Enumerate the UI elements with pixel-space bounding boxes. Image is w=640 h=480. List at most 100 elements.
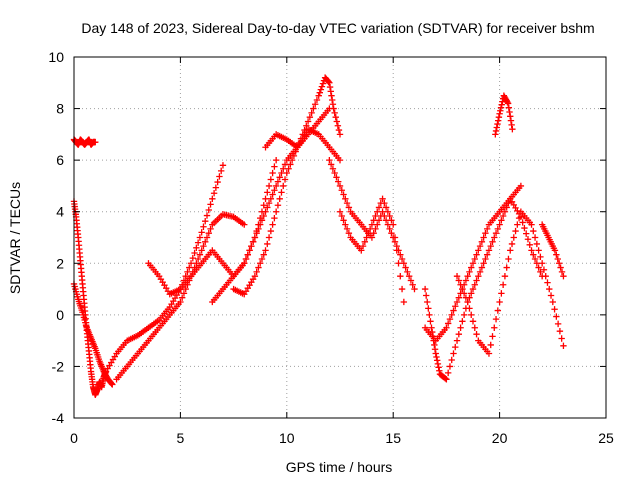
data-point	[407, 277, 415, 284]
data-point	[473, 251, 480, 258]
data-point	[251, 272, 259, 280]
data-point	[331, 169, 338, 177]
data-point	[431, 346, 439, 353]
data-point	[468, 290, 475, 297]
data-point	[485, 350, 493, 357]
data-point	[512, 227, 519, 235]
data-point	[205, 230, 212, 237]
axis-ticks	[73, 56, 607, 419]
data-point	[198, 229, 205, 236]
data-point	[507, 113, 514, 120]
data-point	[503, 264, 510, 271]
data-point	[460, 311, 468, 319]
data-point	[194, 239, 202, 246]
data-point	[494, 117, 502, 124]
data-point	[494, 307, 502, 314]
data-point	[333, 174, 340, 181]
data-point	[455, 330, 463, 338]
data-point	[281, 176, 289, 183]
data-point	[276, 195, 283, 203]
data-point	[431, 341, 438, 349]
data-point	[267, 195, 275, 203]
data-point	[395, 260, 402, 267]
data-point	[272, 182, 280, 190]
data-point	[288, 156, 296, 164]
data-point	[390, 221, 397, 228]
data-point	[317, 86, 325, 93]
data-point	[212, 184, 220, 191]
data-point	[342, 221, 349, 228]
data-point	[271, 214, 278, 222]
data-point	[494, 225, 502, 233]
data-point	[400, 298, 408, 306]
x-tick-label: 10	[279, 430, 295, 446]
data-point	[507, 247, 514, 254]
x-tick-label: 20	[492, 430, 508, 446]
data-point	[460, 290, 468, 297]
data-point	[508, 240, 516, 248]
data-point	[459, 318, 466, 325]
data-point	[542, 272, 549, 280]
data-point	[255, 264, 262, 271]
data-point	[331, 109, 338, 117]
data-point	[255, 225, 262, 233]
data-point	[492, 230, 500, 237]
data-point	[482, 230, 489, 237]
data-point	[191, 249, 198, 257]
x-axis-label: GPS time / hours	[286, 459, 393, 475]
data-point	[521, 224, 528, 232]
data-point	[336, 156, 344, 164]
data-point	[308, 109, 315, 117]
data-point	[537, 268, 544, 276]
data-point	[457, 281, 464, 288]
data-point	[556, 327, 564, 335]
data-point	[375, 204, 383, 211]
data-point	[336, 182, 344, 190]
data-point	[338, 212, 345, 220]
data-point	[370, 217, 377, 224]
data-point	[515, 214, 523, 222]
data-point	[258, 217, 266, 224]
data-point	[278, 189, 285, 196]
data-point	[507, 117, 515, 124]
data-point	[335, 126, 343, 134]
data-point	[453, 272, 461, 280]
data-point	[496, 110, 503, 117]
data-point	[517, 182, 525, 190]
data-point	[196, 251, 204, 258]
data-point	[466, 268, 473, 276]
data-point	[560, 272, 567, 280]
data-point	[505, 104, 513, 111]
grid	[74, 57, 606, 418]
data-point	[549, 298, 556, 306]
data-point	[480, 234, 487, 241]
data-point	[285, 165, 292, 172]
data-point	[318, 83, 326, 90]
data-point	[372, 212, 379, 220]
data-point	[342, 195, 349, 203]
data-point	[297, 135, 305, 142]
data-point	[492, 127, 500, 135]
data-point	[459, 285, 466, 293]
data-point	[530, 227, 537, 235]
data-point	[496, 298, 503, 306]
data-point	[207, 225, 214, 233]
y-tick-label: 0	[56, 307, 64, 323]
data-point	[442, 375, 449, 382]
y-tick-label: 4	[56, 204, 64, 220]
data-point	[264, 240, 271, 248]
data-point	[468, 264, 475, 271]
data-point	[491, 234, 498, 241]
data-point	[469, 285, 477, 293]
data-point	[269, 169, 276, 177]
data-point	[505, 255, 512, 263]
data-point	[214, 178, 221, 186]
data-point	[246, 247, 253, 254]
data-point	[198, 247, 205, 254]
data-point	[343, 199, 351, 207]
data-point	[264, 189, 271, 196]
data-point	[326, 79, 333, 86]
data-point	[425, 305, 432, 312]
data-point	[398, 255, 406, 263]
data-point	[334, 122, 342, 129]
